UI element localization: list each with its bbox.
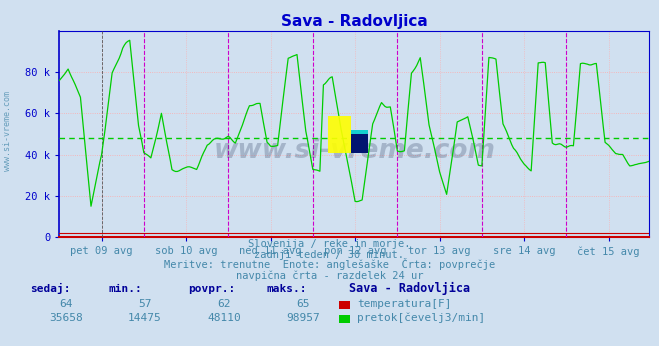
- FancyBboxPatch shape: [351, 134, 368, 153]
- Text: min.:: min.:: [109, 284, 142, 294]
- Text: 62: 62: [217, 299, 231, 309]
- Text: maks.:: maks.:: [267, 284, 307, 294]
- Text: pretok[čevelj3/min]: pretok[čevelj3/min]: [357, 312, 486, 323]
- Text: zadnji teden / 30 minut.: zadnji teden / 30 minut.: [254, 250, 405, 260]
- Text: 35658: 35658: [49, 313, 83, 323]
- Text: temperatura[F]: temperatura[F]: [357, 299, 451, 309]
- FancyBboxPatch shape: [351, 130, 368, 153]
- Text: navpična črta - razdelek 24 ur: navpična črta - razdelek 24 ur: [236, 270, 423, 281]
- Text: www.si-vreme.com: www.si-vreme.com: [214, 138, 495, 164]
- Title: Sava - Radovljica: Sava - Radovljica: [281, 13, 428, 29]
- FancyBboxPatch shape: [328, 116, 351, 153]
- Text: 57: 57: [138, 299, 152, 309]
- Text: Slovenija / reke in morje.: Slovenija / reke in morje.: [248, 239, 411, 249]
- Text: 98957: 98957: [286, 313, 320, 323]
- Text: 65: 65: [297, 299, 310, 309]
- Text: www.si-vreme.com: www.si-vreme.com: [3, 91, 13, 172]
- Text: sedaj:: sedaj:: [30, 283, 70, 294]
- Text: Sava - Radovljica: Sava - Radovljica: [349, 282, 471, 295]
- Text: 64: 64: [59, 299, 72, 309]
- Text: Meritve: trenutne  Enote: anglešaške  Črta: povprečje: Meritve: trenutne Enote: anglešaške Črta…: [164, 258, 495, 270]
- Text: 14475: 14475: [128, 313, 162, 323]
- Text: 48110: 48110: [207, 313, 241, 323]
- Text: povpr.:: povpr.:: [188, 284, 235, 294]
